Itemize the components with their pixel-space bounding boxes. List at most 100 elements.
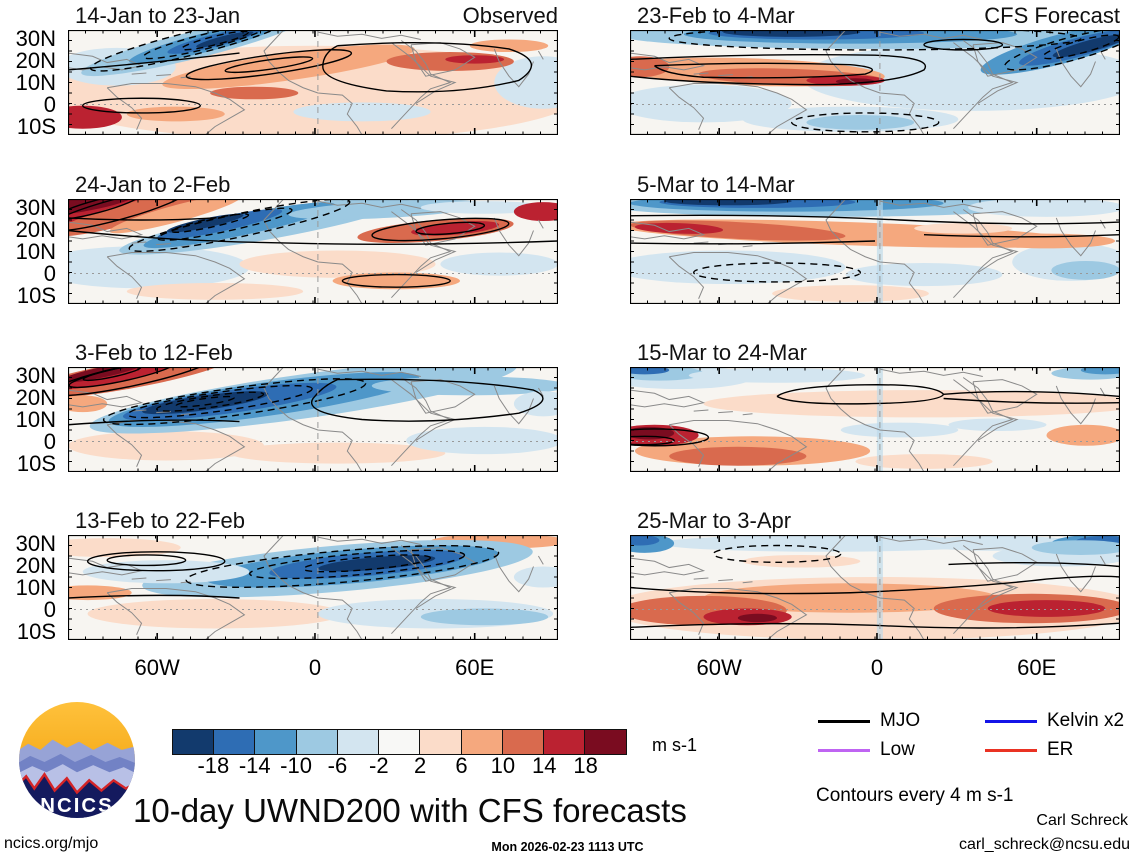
panel-title: 3-Feb to 12-Feb [75, 340, 233, 365]
legend-line-sample [818, 749, 870, 752]
lat-tick-label: 10S [16, 619, 56, 645]
lat-tick-label: 10S [16, 114, 56, 140]
panel-title: 25-Mar to 3-Apr [637, 508, 792, 533]
lat-tick-label: 20N [15, 384, 56, 410]
colorbar-segment [419, 729, 463, 755]
lat-tick-label: 20N [15, 216, 56, 242]
map-plot [630, 367, 1120, 472]
map-plot [68, 30, 558, 135]
legend-label: MJO [880, 710, 921, 731]
colorbar-tick: 18 [573, 753, 598, 778]
lon-tick-label: 0 [308, 655, 322, 680]
colorbar-segment [501, 729, 545, 755]
map-plot [630, 535, 1120, 640]
colorbar [172, 729, 627, 755]
legend-label: Low [880, 739, 915, 760]
colorbar-segment [254, 729, 298, 755]
lat-tick-label: 0 [43, 596, 56, 622]
colorbar-tick-labels: -18 -14 -10 -6 -2 2 6 10 14 18 [172, 753, 627, 779]
lat-axis-labels: 30N 20N 10N 0 10S [0, 363, 62, 477]
lon-tick-label: 60E [455, 655, 495, 680]
lon-tick-label: 60W [696, 655, 742, 680]
colorbar-units-label: m s-1 [652, 735, 697, 755]
map-plot [68, 199, 558, 304]
lon-tick-label: 60W [134, 655, 180, 680]
legend-line-sample [985, 749, 1037, 752]
panel-title: 5-Mar to 14-Mar [637, 172, 795, 197]
colorbar-tick: -18 [197, 753, 230, 778]
colorbar-tick: -2 [369, 753, 389, 778]
ncics-logo: NCICS [19, 702, 135, 818]
figure-title: 10-day UWND200 with CFS forecasts [133, 792, 687, 829]
lat-tick-label: 0 [43, 260, 56, 286]
legend-line-sample [985, 720, 1037, 723]
colorbar-segment [460, 729, 504, 755]
colorbar-segment [213, 729, 257, 755]
map-panel-forecast-2 [630, 199, 1120, 304]
lat-tick-label: 20N [15, 47, 56, 73]
panel-title: 15-Mar to 24-Mar [637, 340, 807, 365]
lon-axis-labels: 60W 0 60E [630, 655, 1120, 681]
colorbar-segment [542, 729, 586, 755]
map-panel-forecast-3 [630, 367, 1120, 472]
panel-title: 14-Jan to 23-Jan [75, 3, 241, 28]
colorbar-tick: 14 [532, 753, 557, 778]
map-panel-observed-1 [68, 30, 558, 135]
contour-note: Contours every 4 m s-1 [816, 785, 1014, 806]
colorbar-tick: -14 [238, 753, 271, 778]
map-panel-forecast-1 [630, 30, 1120, 135]
lat-tick-label: 30N [15, 363, 56, 389]
lat-tick-label: 30N [15, 531, 56, 557]
colorbar-tick: -6 [327, 753, 348, 778]
panel-source-label: Observed [462, 3, 558, 28]
panel-source-label: CFS Forecast [984, 3, 1120, 28]
legend-label: ER [1047, 739, 1074, 760]
colorbar-tick: 2 [414, 753, 427, 778]
panel-title: 13-Feb to 22-Feb [75, 508, 245, 533]
map-plot [630, 30, 1120, 135]
lat-axis-labels: 30N 20N 10N 0 10S [0, 531, 62, 645]
lon-axis-labels: 60W 0 60E [68, 655, 558, 681]
lat-tick-label: 0 [43, 91, 56, 117]
panel-title: 24-Jan to 2-Feb [75, 172, 231, 197]
panel-title: 23-Feb to 4-Mar [637, 3, 795, 28]
timestamp: Mon 2026-02-23 1113 UTC [491, 840, 644, 854]
lat-tick-label: 0 [43, 428, 56, 454]
lat-tick-label: 10N [15, 238, 56, 264]
map-panel-forecast-4 [630, 535, 1120, 640]
lon-tick-label: 0 [870, 655, 884, 680]
colorbar-tick: 10 [490, 753, 516, 778]
map-panel-observed-3 [68, 367, 558, 472]
lat-tick-label: 10N [15, 69, 56, 95]
legend-label: Kelvin x2 [1047, 710, 1125, 731]
lat-tick-label: 10S [16, 451, 56, 477]
colorbar-tick: 6 [455, 753, 468, 778]
author-email: carl_schreck@ncsu.edu [959, 836, 1130, 853]
colorbar-segment [295, 729, 339, 755]
wave-legend: MJO Kelvin x2 Low ER [818, 704, 1135, 764]
lat-tick-label: 30N [15, 26, 56, 52]
map-plot [630, 199, 1120, 304]
colorbar-segment [336, 729, 380, 755]
map-plot [68, 535, 558, 640]
colorbar-tick: -10 [280, 753, 312, 778]
colorbar-segment [172, 729, 215, 755]
author-name: Carl Schreck [1036, 812, 1128, 829]
map-panel-observed-4 [68, 535, 558, 640]
lat-tick-label: 30N [15, 195, 56, 221]
lat-tick-label: 10N [15, 574, 56, 600]
lat-axis-labels: 30N 20N 10N 0 10S [0, 195, 62, 309]
logo-text: NCICS [40, 795, 113, 817]
lon-tick-label: 60E [1017, 655, 1057, 680]
legend-line-sample [818, 720, 870, 723]
lat-tick-label: 10N [15, 406, 56, 432]
colorbar-segment [378, 729, 421, 755]
lat-axis-labels: 30N 20N 10N 0 10S [0, 26, 62, 140]
colorbar-segment [584, 729, 627, 755]
lat-tick-label: 10S [16, 283, 56, 309]
map-panel-observed-2 [68, 199, 558, 304]
map-plot [68, 367, 558, 472]
site-url: ncics.org/mjo [4, 835, 99, 852]
lat-tick-label: 20N [15, 552, 56, 578]
